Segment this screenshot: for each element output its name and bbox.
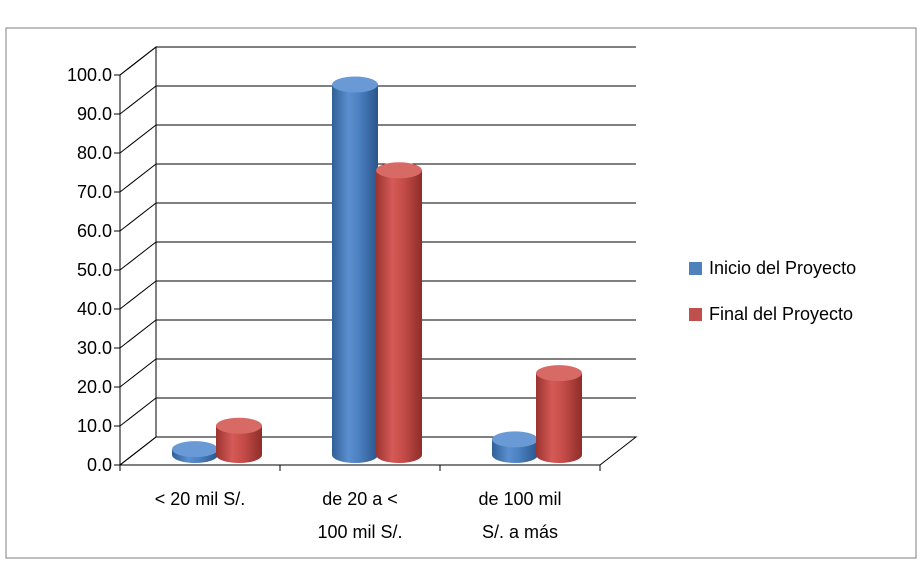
gridline	[119, 397, 636, 427]
bar-body	[536, 373, 582, 463]
gridline	[119, 241, 636, 271]
bar-body	[376, 170, 422, 464]
legend-swatch	[689, 308, 702, 321]
x-tick-label: < 20 mil S/.	[155, 489, 246, 509]
bar-body	[216, 425, 262, 463]
gridline	[119, 319, 636, 349]
gridlines	[119, 46, 636, 427]
bar-top	[536, 365, 582, 382]
bar-top	[376, 162, 422, 179]
y-tick-label: 30.0	[77, 338, 112, 358]
gridline	[119, 46, 636, 76]
y-tick-label: 70.0	[77, 182, 112, 202]
bar	[332, 76, 378, 463]
gridline	[119, 358, 636, 388]
bar-top	[216, 417, 262, 434]
bars	[172, 76, 582, 464]
legend-label: Inicio del Proyecto	[709, 258, 856, 278]
y-tick-label: 20.0	[77, 377, 112, 397]
bar-top	[172, 441, 218, 458]
x-axis: < 20 mil S/. de 20 a < 100 mil S/. de 100 m…	[119, 465, 601, 542]
y-tick-label: 40.0	[77, 299, 112, 319]
bar	[216, 417, 262, 463]
x-tick-label: S/. a más	[482, 522, 558, 542]
y-tick-label: 100.0	[67, 65, 112, 85]
bar	[492, 431, 538, 463]
bar-top	[332, 76, 378, 93]
chart-border	[5, 27, 917, 559]
bar	[376, 162, 422, 464]
bar	[536, 365, 582, 463]
bar	[172, 441, 218, 463]
bar-top	[492, 431, 538, 448]
gridline	[119, 124, 636, 154]
y-tick-label: 60.0	[77, 221, 112, 241]
bar-body	[332, 84, 378, 463]
x-tick-label: 100 mil S/.	[317, 522, 402, 542]
y-axis: 0.0 10.0 20.0 30.0 40.0 50.0 60.0 70.0 80.0 90.0 1…	[67, 65, 121, 475]
y-tick-label: 90.0	[77, 104, 112, 124]
gridline	[119, 280, 636, 310]
x-tick-label: de 20 a <	[322, 489, 398, 509]
y-tick-label: 80.0	[77, 143, 112, 163]
gridline	[119, 202, 636, 232]
y-tick-label: 10.0	[77, 416, 112, 436]
legend-label: Final del Proyecto	[709, 304, 853, 324]
legend: Inicio del Proyecto Final del Proyecto	[689, 258, 856, 324]
y-tick-label: 50.0	[77, 260, 112, 280]
gridline	[119, 85, 636, 115]
x-tick-label: de 100 mil	[478, 489, 561, 509]
y-tick-label: 0.0	[87, 455, 112, 475]
gridline	[119, 163, 636, 193]
legend-swatch	[689, 262, 702, 275]
